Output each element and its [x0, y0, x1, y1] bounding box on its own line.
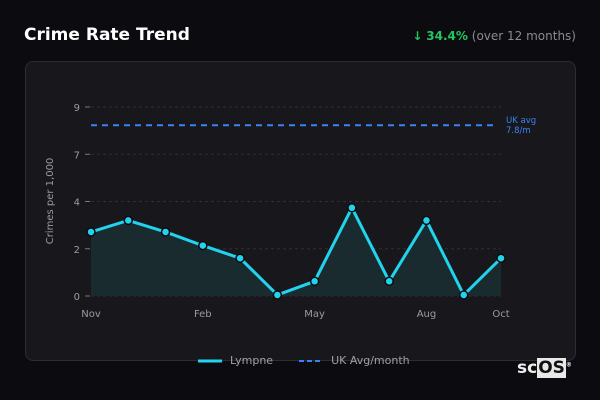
x-tick-label: Nov: [81, 309, 101, 320]
chart-title: Crime Rate Trend: [24, 25, 190, 45]
x-tick-label: Feb: [194, 309, 212, 320]
legend-item-uk-avg[interactable]: UK Avg/month: [299, 354, 410, 367]
uk-avg-value: 7.8/m: [506, 126, 531, 136]
y-tick-label: 4: [74, 198, 80, 209]
change-arrow-icon: ↓: [412, 29, 423, 43]
area-fill: [91, 207, 501, 296]
data-point: [458, 290, 469, 300]
y-tick-label: 2: [74, 245, 80, 256]
data-point: [421, 215, 432, 226]
scos-logo: scOS®: [517, 358, 572, 378]
series-line-lympne: [90, 206, 503, 297]
x-tick-label: Oct: [492, 309, 509, 320]
change-percent: 34.4%: [426, 29, 468, 43]
data-point: [160, 227, 171, 237]
legend-item-lympne[interactable]: Lympne: [198, 354, 273, 367]
data-point: [272, 290, 283, 300]
y-tick-label: 9: [74, 103, 80, 114]
data-point: [235, 253, 245, 263]
x-tick-label: Aug: [417, 309, 437, 320]
y-tick-label: 0: [74, 292, 80, 303]
trend-change: ↓ 34.4% (over 12 months): [412, 29, 576, 43]
data-point: [309, 276, 320, 287]
legend-label: UK Avg/month: [331, 354, 410, 367]
legend-label: Lympne: [230, 354, 274, 367]
data-point: [496, 253, 506, 263]
data-point: [347, 203, 357, 213]
y-tick-label: 7: [74, 150, 80, 161]
y-axis-label: Crimes per 1,000: [45, 158, 56, 245]
data-point: [123, 215, 134, 226]
data-point: [384, 276, 394, 287]
data-point: [198, 240, 208, 251]
change-period: (over 12 months): [471, 29, 576, 43]
uk-avg-label: UK avg: [506, 116, 536, 126]
legend: Lympne UK Avg/month: [198, 354, 410, 367]
data-point: [86, 227, 96, 237]
chart-card: [25, 61, 576, 361]
x-tick-label: May: [304, 309, 325, 320]
